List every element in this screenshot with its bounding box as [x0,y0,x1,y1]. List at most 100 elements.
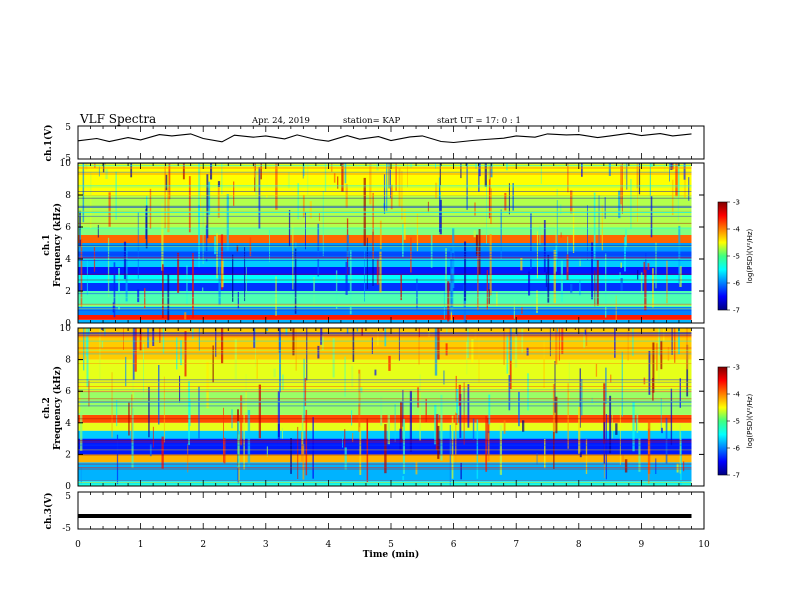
ch2-spectrogram-streak [285,328,288,336]
ch2-spectrogram-streak [359,427,362,475]
ch1-spectrogram-streak [683,163,686,180]
ch2-spectrogram-streak [679,424,681,474]
ch2-spectrogram-streak [503,420,506,434]
start-ut-label: start UT = 17: 0 : 1 [437,116,521,126]
ch1-spectrogram-streak [671,179,674,216]
ch2-spectrogram-streak [399,428,402,451]
ch1-spectrogram-streak [294,248,297,314]
ch1-spectrogram-streak [275,163,278,210]
ch2-spectrogram-streak [139,328,142,351]
ch1-spectrogram-hline [78,260,692,261]
ch1-spectrogram-streak [536,290,538,313]
ch2-spectrogram-streak [435,414,438,450]
ch2-spectrogram-streak [344,356,346,397]
ch2-spectrogram-streak [460,462,462,480]
ch2-spectrogram-hline [78,449,692,451]
ch2-spectrogram-hline [78,332,692,334]
ch1-spectrogram-hline [78,303,692,305]
ch2-spectrogram-streak [503,328,506,331]
ch2-spectrogram-band-7 [78,391,692,415]
ch2-spectrogram-streak [555,328,558,365]
ch2-spectrogram-streak [440,394,443,461]
ch2-spectrogram-cbtick-label: -4 [733,391,741,399]
ch1-spectrogram-streak [202,287,204,295]
ch1-spectrogram-streak [636,163,639,189]
ch1-spectrogram-hline [78,215,692,217]
ch2-spectrogram-streak [443,370,445,385]
ch2-spectrogram-streak [332,338,335,378]
ch1-spectrogram-hline [78,256,692,258]
ch1-spectrogram-streak [260,163,262,180]
ch1-spectrogram-streak [318,213,320,221]
ch1-spectrogram-streak [107,237,110,298]
ch2-spectrogram-streak [302,444,305,480]
ch2-spectrogram-streak [221,328,224,364]
ch2-spectrogram-streak [418,328,420,365]
ch1-spectrogram-streak [233,181,235,206]
ch1-spectrogram-streak [572,207,575,253]
ch3-ytick-top: 5 [65,492,71,502]
ch2-spectrogram-streak [281,428,283,439]
ch2-spectrogram-hline [78,482,692,483]
ch2-spectrogram-hline [78,350,692,351]
ch1-colorbar [717,201,728,311]
x-tick-label: 1 [138,540,144,550]
ch1-spectrogram-streak [137,289,140,303]
ch1-spectrogram-band-2 [78,307,692,315]
ch2-spectrogram-streak [683,461,685,472]
ch1-spectrogram-ytick-label: 0 [65,319,71,329]
ch2-spectrogram-streak [382,328,384,331]
ch2-spectrogram-streak [123,328,124,350]
ch1-spectrogram-streak [82,163,85,223]
ch2-spectrogram-streak [611,403,613,439]
ch2-spectrogram-streak [647,419,651,474]
ch2-spectrogram-streak [198,328,200,351]
ch1-spectrogram-streak [652,268,654,308]
ch2-spectrogram-hline [78,340,692,342]
ch2-spectrogram-streak [485,416,488,472]
ch1-spectrogram-hline [78,297,692,299]
ch2-spectrogram-band-0 [78,481,692,486]
ch2-spectrogram-streak [253,328,256,348]
ch1-spectrogram-hline [78,167,692,168]
ch1-spectrogram-band-3 [78,291,692,307]
ch1-spectrogram-streak [579,259,581,267]
ch1-spectrogram-streak [186,265,188,305]
ch1-spectrogram-hline [78,168,692,169]
ch2-spectrogram-streak [104,328,106,337]
ch1-spectrogram-image [78,163,704,323]
figure-title: VLF Spectra [79,112,156,126]
ch2-spectrogram-image [78,328,704,486]
ch1-spectrogram-streak [630,179,632,230]
ch1-spectrogram-hline [78,210,692,212]
ch2-spectrogram-streak [463,382,465,445]
ch2-spectrogram-streak [346,328,349,334]
ch2-spectrogram-streak [632,328,634,356]
ch1-spectrogram-band-10 [78,235,692,243]
ch2-spectrogram-streak [446,328,448,334]
ch2-spectrogram-streak [206,361,209,409]
ch1-spectrogram-streak [560,232,562,238]
ch1-spectrogram-streak [317,223,320,277]
ch2-spectrogram-ytick-label: 6 [65,387,71,397]
ch1-spectrogram-streak [390,169,391,198]
ch1-spectrogram-hline [78,215,692,217]
ch1-spectrogram-streak [447,281,450,322]
ch1-spectrogram-streak [479,163,481,177]
ch1-spectrogram-hline [78,185,692,186]
ch1-spectrogram-streak [435,182,438,199]
ch1-spectrogram-streak [402,224,404,258]
ch1-spectrogram-streak [403,209,406,240]
ch2-spectrogram-streak [111,372,113,438]
ch2-spectrogram-streak [686,344,689,397]
ch1-spectrogram-hline [78,206,692,208]
ch2-spectrogram-streak [147,328,150,348]
time-axis-ticks: 0 1 2 3 4 5 6 7 8 9 10 [75,126,710,550]
ch1-spectrogram-streak [487,163,491,180]
ch2-spectrogram-streak [567,383,569,449]
ch1-spectrogram-streak [305,212,306,250]
ch1-spectrogram-streak [638,163,641,195]
ch1-spectrogram-streak [149,188,152,229]
ch1-spectrogram-streak [369,163,372,205]
